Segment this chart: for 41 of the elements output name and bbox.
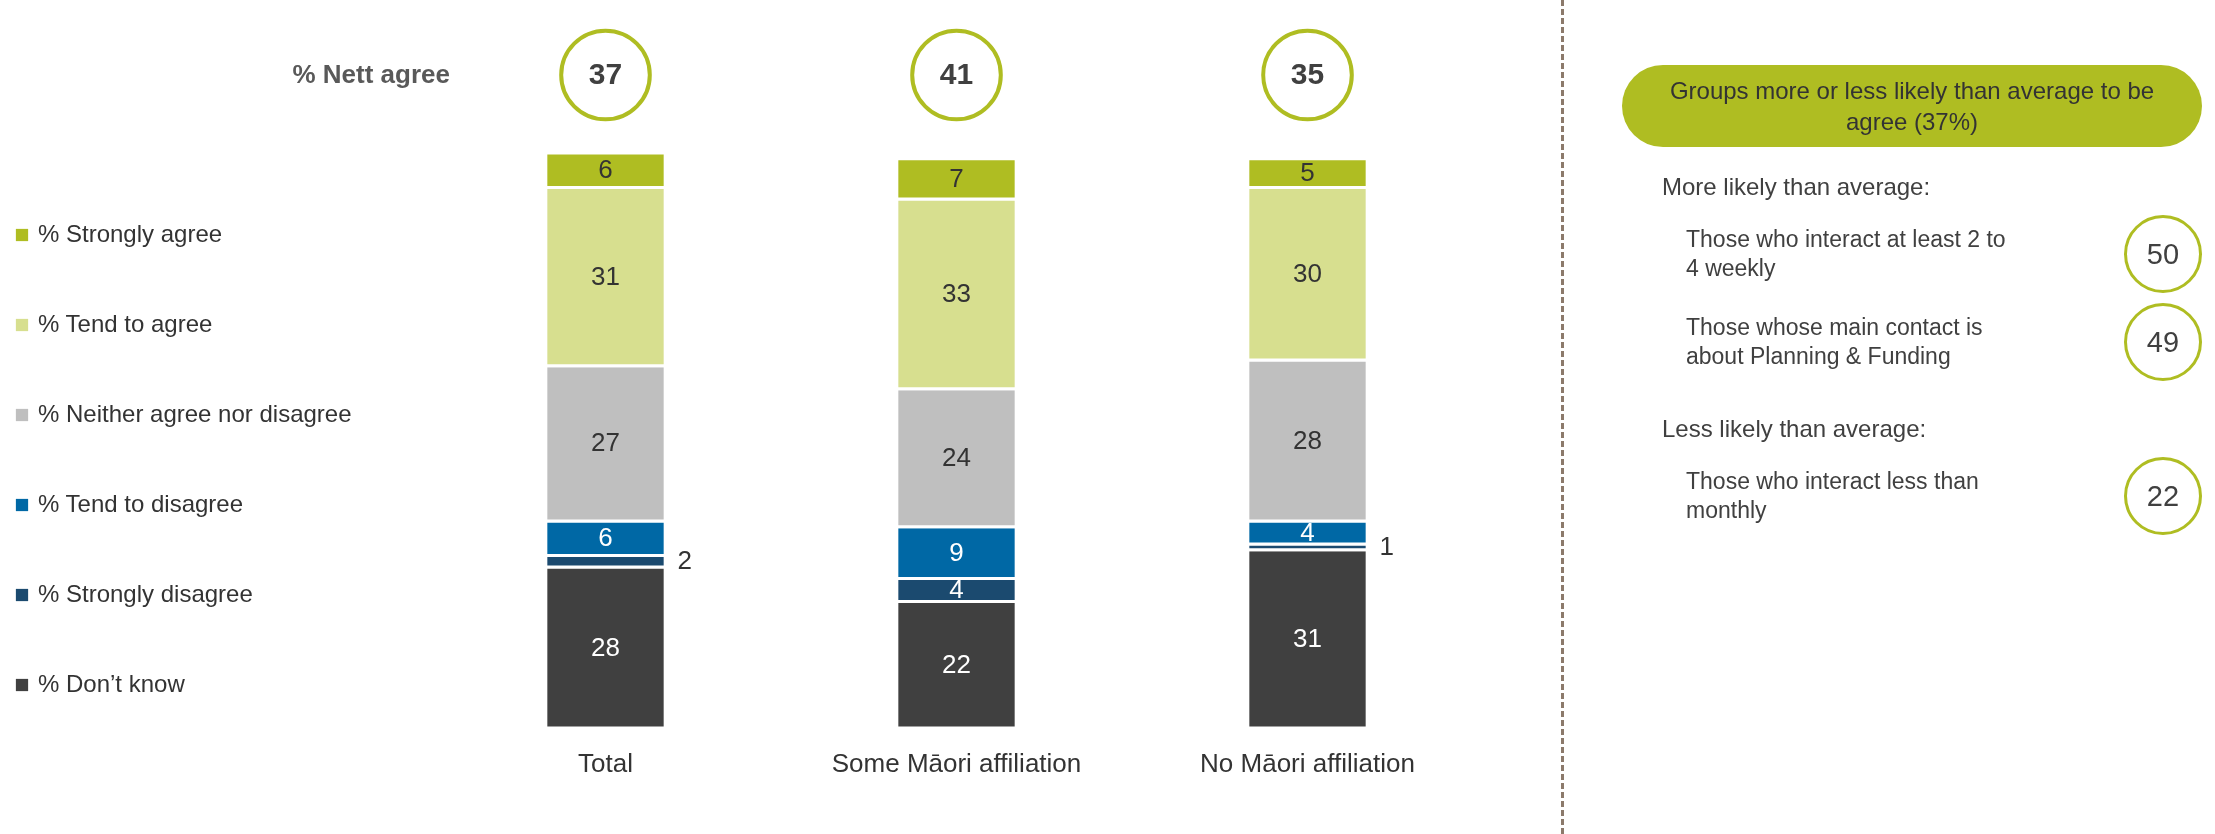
text: 37 [588, 57, 623, 90]
legend-label: % Tend to agree [38, 310, 213, 337]
data-label: 6 [598, 522, 613, 553]
data-label: 6 [598, 154, 613, 185]
circled-number: 50 [2124, 215, 2202, 293]
data-label: 28 [591, 631, 620, 662]
circled-number: 22 [2124, 457, 2202, 535]
text: 35 [1290, 57, 1325, 90]
x-tick-label: Total [578, 747, 633, 778]
data-label: 9 [949, 536, 964, 567]
x-tick-label: Some Māori affiliation [831, 747, 1082, 778]
data-label: 28 [1293, 424, 1322, 455]
data-label: 4 [949, 574, 964, 604]
data-label: 33 [942, 277, 971, 308]
legend-label: % Tend to disagree [38, 490, 244, 517]
text: Less likely than average: [1662, 415, 1928, 443]
legend-label: % Don’t know [38, 670, 186, 697]
legend-label: % Strongly agree [38, 220, 223, 247]
text: More likely than average: [1662, 173, 1932, 201]
data-label: 22 [942, 648, 971, 679]
data-label: 30 [1293, 257, 1322, 288]
text: Those whose main contact is about Planning & Funding [1686, 313, 1984, 371]
data-label: 27 [591, 427, 620, 458]
legend-label: % Strongly disagree [38, 580, 253, 607]
circled-number: 49 [2124, 303, 2202, 381]
data-label: 31 [1293, 622, 1322, 653]
data-label: 1 [1379, 530, 1394, 561]
x-tick-label: No Māori affiliation [1200, 747, 1415, 778]
data-label: 24 [942, 441, 971, 472]
data-label: 2 [677, 545, 692, 576]
text: % Nett agree [292, 59, 450, 89]
data-label: 5 [1300, 157, 1315, 188]
text: 41 [939, 57, 974, 90]
data-label: 7 [949, 162, 964, 193]
legend-label: % Neither agree nor disagree [38, 400, 352, 427]
rounded-banner: Groups more or less likely than average to be agree (37%) [1622, 65, 2202, 147]
data-label: 4 [1300, 516, 1315, 547]
text: Those who interact less than monthly [1686, 467, 1980, 525]
bar [1246, 548, 1369, 730]
text: Those who interact at least 2 to 4 weekly [1686, 225, 2006, 283]
data-label: 31 [591, 260, 620, 291]
